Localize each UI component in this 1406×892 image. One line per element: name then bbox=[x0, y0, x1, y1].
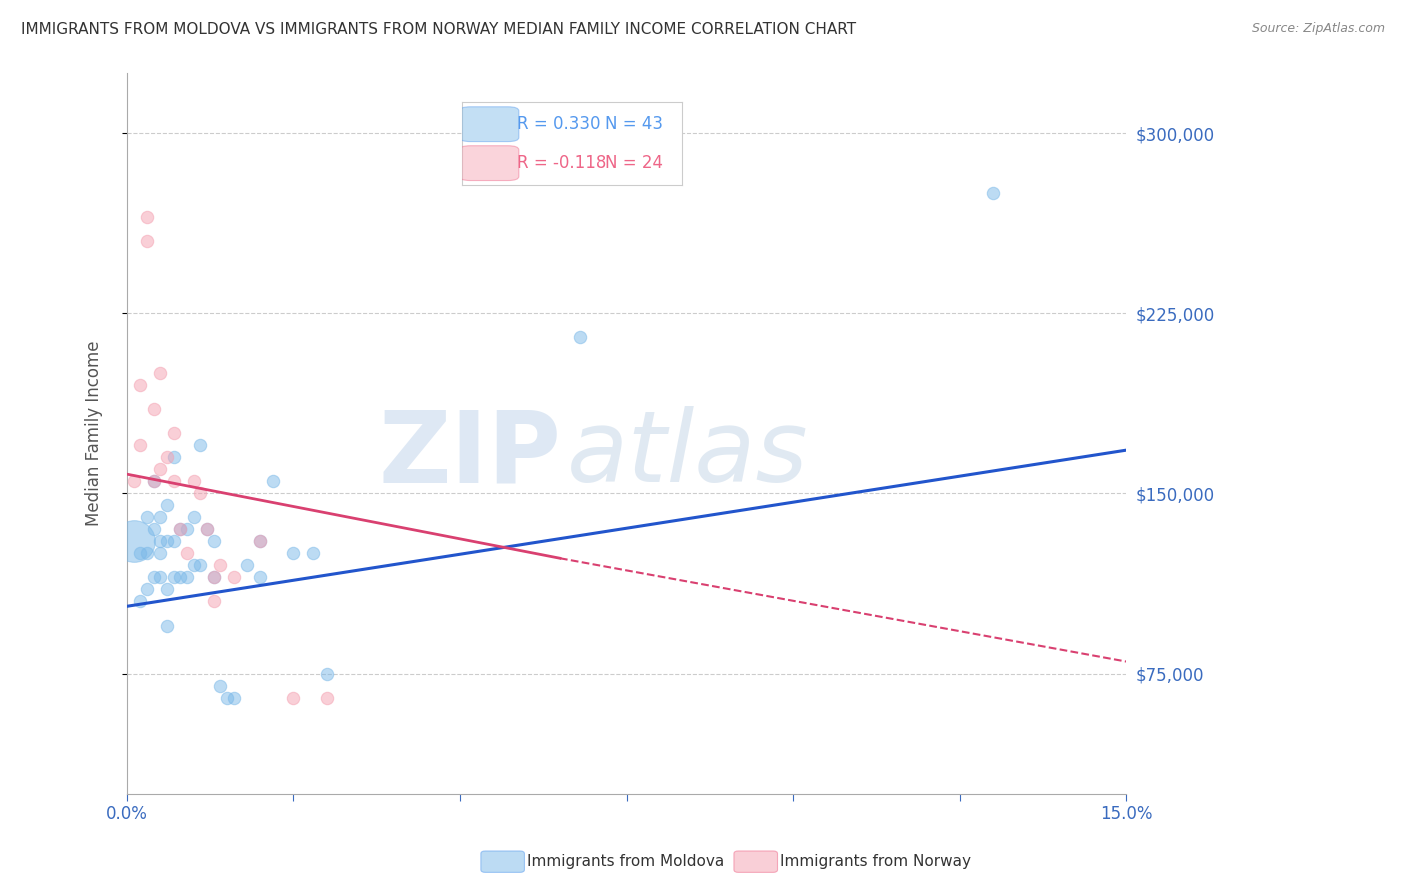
Point bbox=[162, 475, 184, 489]
Text: Immigrants from Moldova: Immigrants from Moldova bbox=[527, 855, 724, 869]
Point bbox=[283, 546, 305, 560]
Point bbox=[315, 690, 337, 705]
Point bbox=[162, 570, 184, 584]
Point bbox=[122, 534, 145, 549]
Point bbox=[149, 570, 172, 584]
Point bbox=[162, 426, 184, 441]
Text: ZIP: ZIP bbox=[378, 407, 561, 503]
Point bbox=[183, 475, 205, 489]
Point bbox=[176, 546, 198, 560]
Point bbox=[142, 475, 165, 489]
Point bbox=[129, 594, 152, 608]
Point bbox=[129, 438, 152, 452]
Point bbox=[981, 186, 1004, 200]
Text: Source: ZipAtlas.com: Source: ZipAtlas.com bbox=[1251, 22, 1385, 36]
Point bbox=[156, 582, 179, 597]
Point bbox=[169, 523, 191, 537]
Point bbox=[263, 475, 285, 489]
Point bbox=[135, 510, 157, 524]
Point bbox=[149, 546, 172, 560]
Point bbox=[222, 690, 245, 705]
Point bbox=[568, 330, 591, 344]
Point bbox=[149, 462, 172, 476]
Point bbox=[156, 618, 179, 632]
Point bbox=[135, 546, 157, 560]
Text: atlas: atlas bbox=[567, 407, 808, 503]
Point bbox=[135, 210, 157, 224]
Point bbox=[162, 534, 184, 549]
Point bbox=[149, 534, 172, 549]
Point bbox=[135, 582, 157, 597]
Point bbox=[169, 523, 191, 537]
Point bbox=[302, 546, 325, 560]
Point bbox=[188, 486, 211, 500]
Point bbox=[202, 534, 225, 549]
Point bbox=[249, 534, 271, 549]
Point bbox=[195, 523, 218, 537]
Point bbox=[156, 499, 179, 513]
Point bbox=[162, 450, 184, 465]
Point bbox=[202, 570, 225, 584]
Point bbox=[183, 558, 205, 573]
Point bbox=[202, 570, 225, 584]
Text: Immigrants from Norway: Immigrants from Norway bbox=[780, 855, 972, 869]
Point bbox=[249, 570, 271, 584]
Point bbox=[183, 510, 205, 524]
Point bbox=[142, 402, 165, 417]
Point bbox=[188, 558, 211, 573]
Point bbox=[195, 523, 218, 537]
Point bbox=[209, 558, 232, 573]
Point bbox=[283, 690, 305, 705]
Point bbox=[236, 558, 259, 573]
Point bbox=[215, 690, 238, 705]
Point bbox=[142, 523, 165, 537]
Y-axis label: Median Family Income: Median Family Income bbox=[86, 341, 103, 526]
Point bbox=[222, 570, 245, 584]
Point bbox=[149, 510, 172, 524]
Point bbox=[142, 570, 165, 584]
Point bbox=[142, 475, 165, 489]
Point bbox=[315, 666, 337, 681]
Point bbox=[156, 450, 179, 465]
Point bbox=[129, 546, 152, 560]
Point bbox=[202, 594, 225, 608]
Point bbox=[209, 679, 232, 693]
Point bbox=[176, 523, 198, 537]
Point bbox=[249, 534, 271, 549]
Text: IMMIGRANTS FROM MOLDOVA VS IMMIGRANTS FROM NORWAY MEDIAN FAMILY INCOME CORRELATI: IMMIGRANTS FROM MOLDOVA VS IMMIGRANTS FR… bbox=[21, 22, 856, 37]
Point bbox=[169, 570, 191, 584]
Point bbox=[188, 438, 211, 452]
Point bbox=[129, 378, 152, 392]
Point bbox=[135, 234, 157, 248]
Point bbox=[176, 570, 198, 584]
Point bbox=[149, 366, 172, 380]
Point bbox=[122, 475, 145, 489]
Point bbox=[156, 534, 179, 549]
